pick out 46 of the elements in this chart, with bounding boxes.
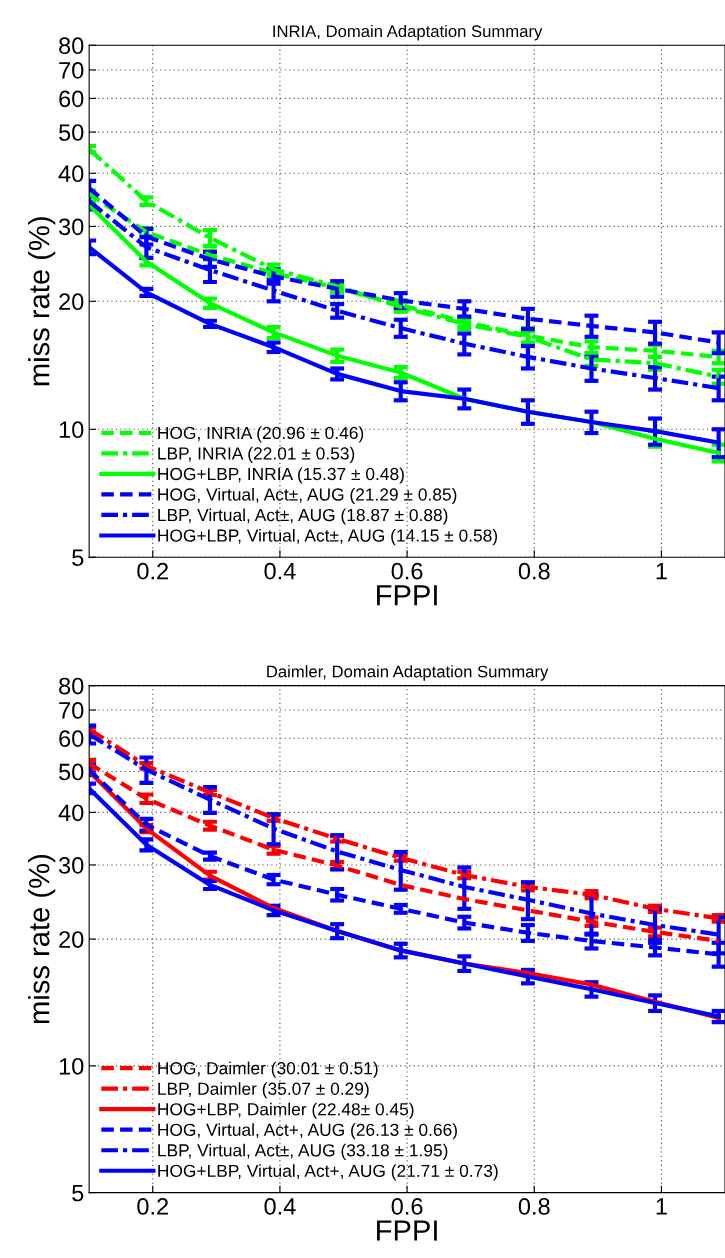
x-tick-label: 0.2: [137, 562, 168, 580]
legend-label: HOG+LBP, Daimler (22.48± 0.45): [158, 1102, 414, 1119]
y-tick-label: 70: [59, 702, 84, 719]
legend-label: LBP, Virtual, Act±, AUG (33.18 ± 1.95): [158, 1143, 448, 1160]
legend-label: HOG+LBP, Virtual, Act±, AUG (14.15 ± 0.58): [158, 528, 498, 546]
y-tick-label: 20: [59, 293, 84, 311]
y-tick-label: 30: [58, 857, 84, 874]
y-tick-label: 80: [59, 37, 84, 55]
y-tick-label: 70: [59, 62, 84, 79]
legend-label: HOG, Virtual, Act+, AUG (26.13 ± 0.66): [158, 1123, 457, 1140]
x-tick-label: 0.6: [391, 1198, 423, 1215]
legend-label: HOG+LBP, Virtual, Act+, AUG (21.71 ± 0.73): [158, 1164, 498, 1181]
y-tick-label: 10: [59, 421, 84, 439]
legend-label: HOG+LBP, INRIA (15.37 ± 0.48): [158, 467, 404, 484]
legend-label: HOG, INRIA (20.96 ± 0.46): [158, 426, 364, 443]
x-tick-label: 0.8: [518, 1198, 550, 1215]
y-tick-label: 5: [72, 1184, 84, 1202]
legend-label: LBP, Virtual, Act±, AUG (18.87 ± 0.88): [158, 508, 448, 525]
x-tick-label: 0.4: [264, 1198, 296, 1215]
y-tick-label: 40: [58, 165, 84, 183]
y-tick-label: 40: [58, 804, 84, 822]
x-axis-title: FPPI: [377, 585, 437, 606]
y-tick-label: 30: [58, 218, 84, 236]
chart-title: INRIA, Domain Adaptation Summary: [273, 24, 543, 41]
legend-label: LBP, Daimler (35.07 ± 0.29): [158, 1082, 369, 1099]
x-axis-title: FPPI: [377, 1220, 437, 1241]
x-tick-label: 1: [656, 1198, 667, 1215]
x-tick-label: 0.2: [137, 1198, 168, 1215]
y-tick-label: 10: [59, 1057, 84, 1075]
y-tick-label: 20: [59, 931, 84, 948]
y-tick-label: 60: [59, 730, 84, 747]
y-axis-title: miss rate (%): [28, 855, 56, 1024]
legend-label: HOG, Virtual, Act±, AUG (21.29 ± 0.85): [158, 487, 457, 505]
y-tick-label: 50: [59, 124, 84, 141]
x-tick-label: 0.6: [391, 562, 423, 580]
y-tick-label: 5: [72, 549, 84, 567]
chart-title: Daimler, Domain Adaptation Summary: [267, 665, 549, 681]
y-tick-label: 60: [59, 90, 84, 108]
legend-label: LBP, INRIA (22.01 ± 0.53): [158, 446, 355, 464]
y-tick-label: 80: [59, 677, 84, 695]
legend-label: HOG, Daimler (30.01 ± 0.51): [158, 1061, 378, 1078]
y-axis-title: miss rate (%): [28, 217, 56, 386]
x-tick-label: 1: [656, 563, 667, 580]
x-tick-label: 0.4: [264, 562, 296, 580]
y-tick-label: 50: [59, 763, 84, 781]
x-tick-label: 0.8: [518, 562, 550, 580]
